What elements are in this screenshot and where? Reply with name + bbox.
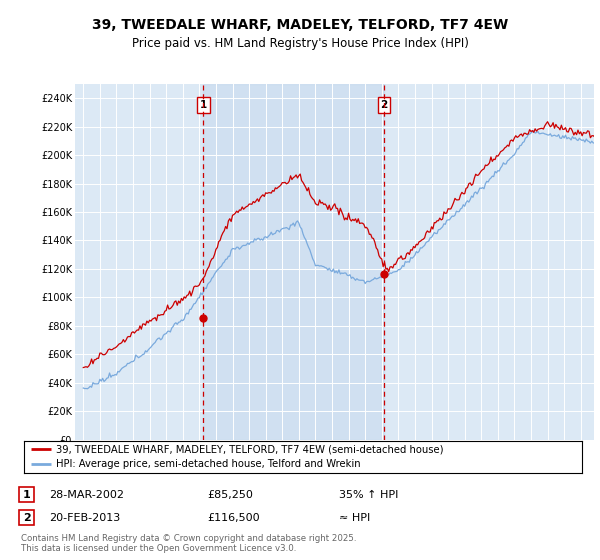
- Text: Price paid vs. HM Land Registry's House Price Index (HPI): Price paid vs. HM Land Registry's House …: [131, 37, 469, 50]
- Text: HPI: Average price, semi-detached house, Telford and Wrekin: HPI: Average price, semi-detached house,…: [56, 459, 361, 469]
- Text: Contains HM Land Registry data © Crown copyright and database right 2025.
This d: Contains HM Land Registry data © Crown c…: [21, 534, 356, 553]
- Text: 35% ↑ HPI: 35% ↑ HPI: [339, 490, 398, 500]
- Text: 1: 1: [200, 100, 207, 110]
- Text: 20-FEB-2013: 20-FEB-2013: [49, 513, 121, 523]
- Text: 1: 1: [23, 490, 31, 500]
- Text: 28-MAR-2002: 28-MAR-2002: [49, 490, 124, 500]
- Text: £116,500: £116,500: [207, 513, 260, 523]
- Text: 2: 2: [380, 100, 388, 110]
- Text: 39, TWEEDALE WHARF, MADELEY, TELFORD, TF7 4EW: 39, TWEEDALE WHARF, MADELEY, TELFORD, TF…: [92, 18, 508, 32]
- Bar: [203, 84, 384, 440]
- Text: ≈ HPI: ≈ HPI: [339, 513, 370, 523]
- Text: 2: 2: [23, 513, 31, 523]
- Text: £85,250: £85,250: [207, 490, 253, 500]
- Text: 39, TWEEDALE WHARF, MADELEY, TELFORD, TF7 4EW (semi-detached house): 39, TWEEDALE WHARF, MADELEY, TELFORD, TF…: [56, 445, 443, 455]
